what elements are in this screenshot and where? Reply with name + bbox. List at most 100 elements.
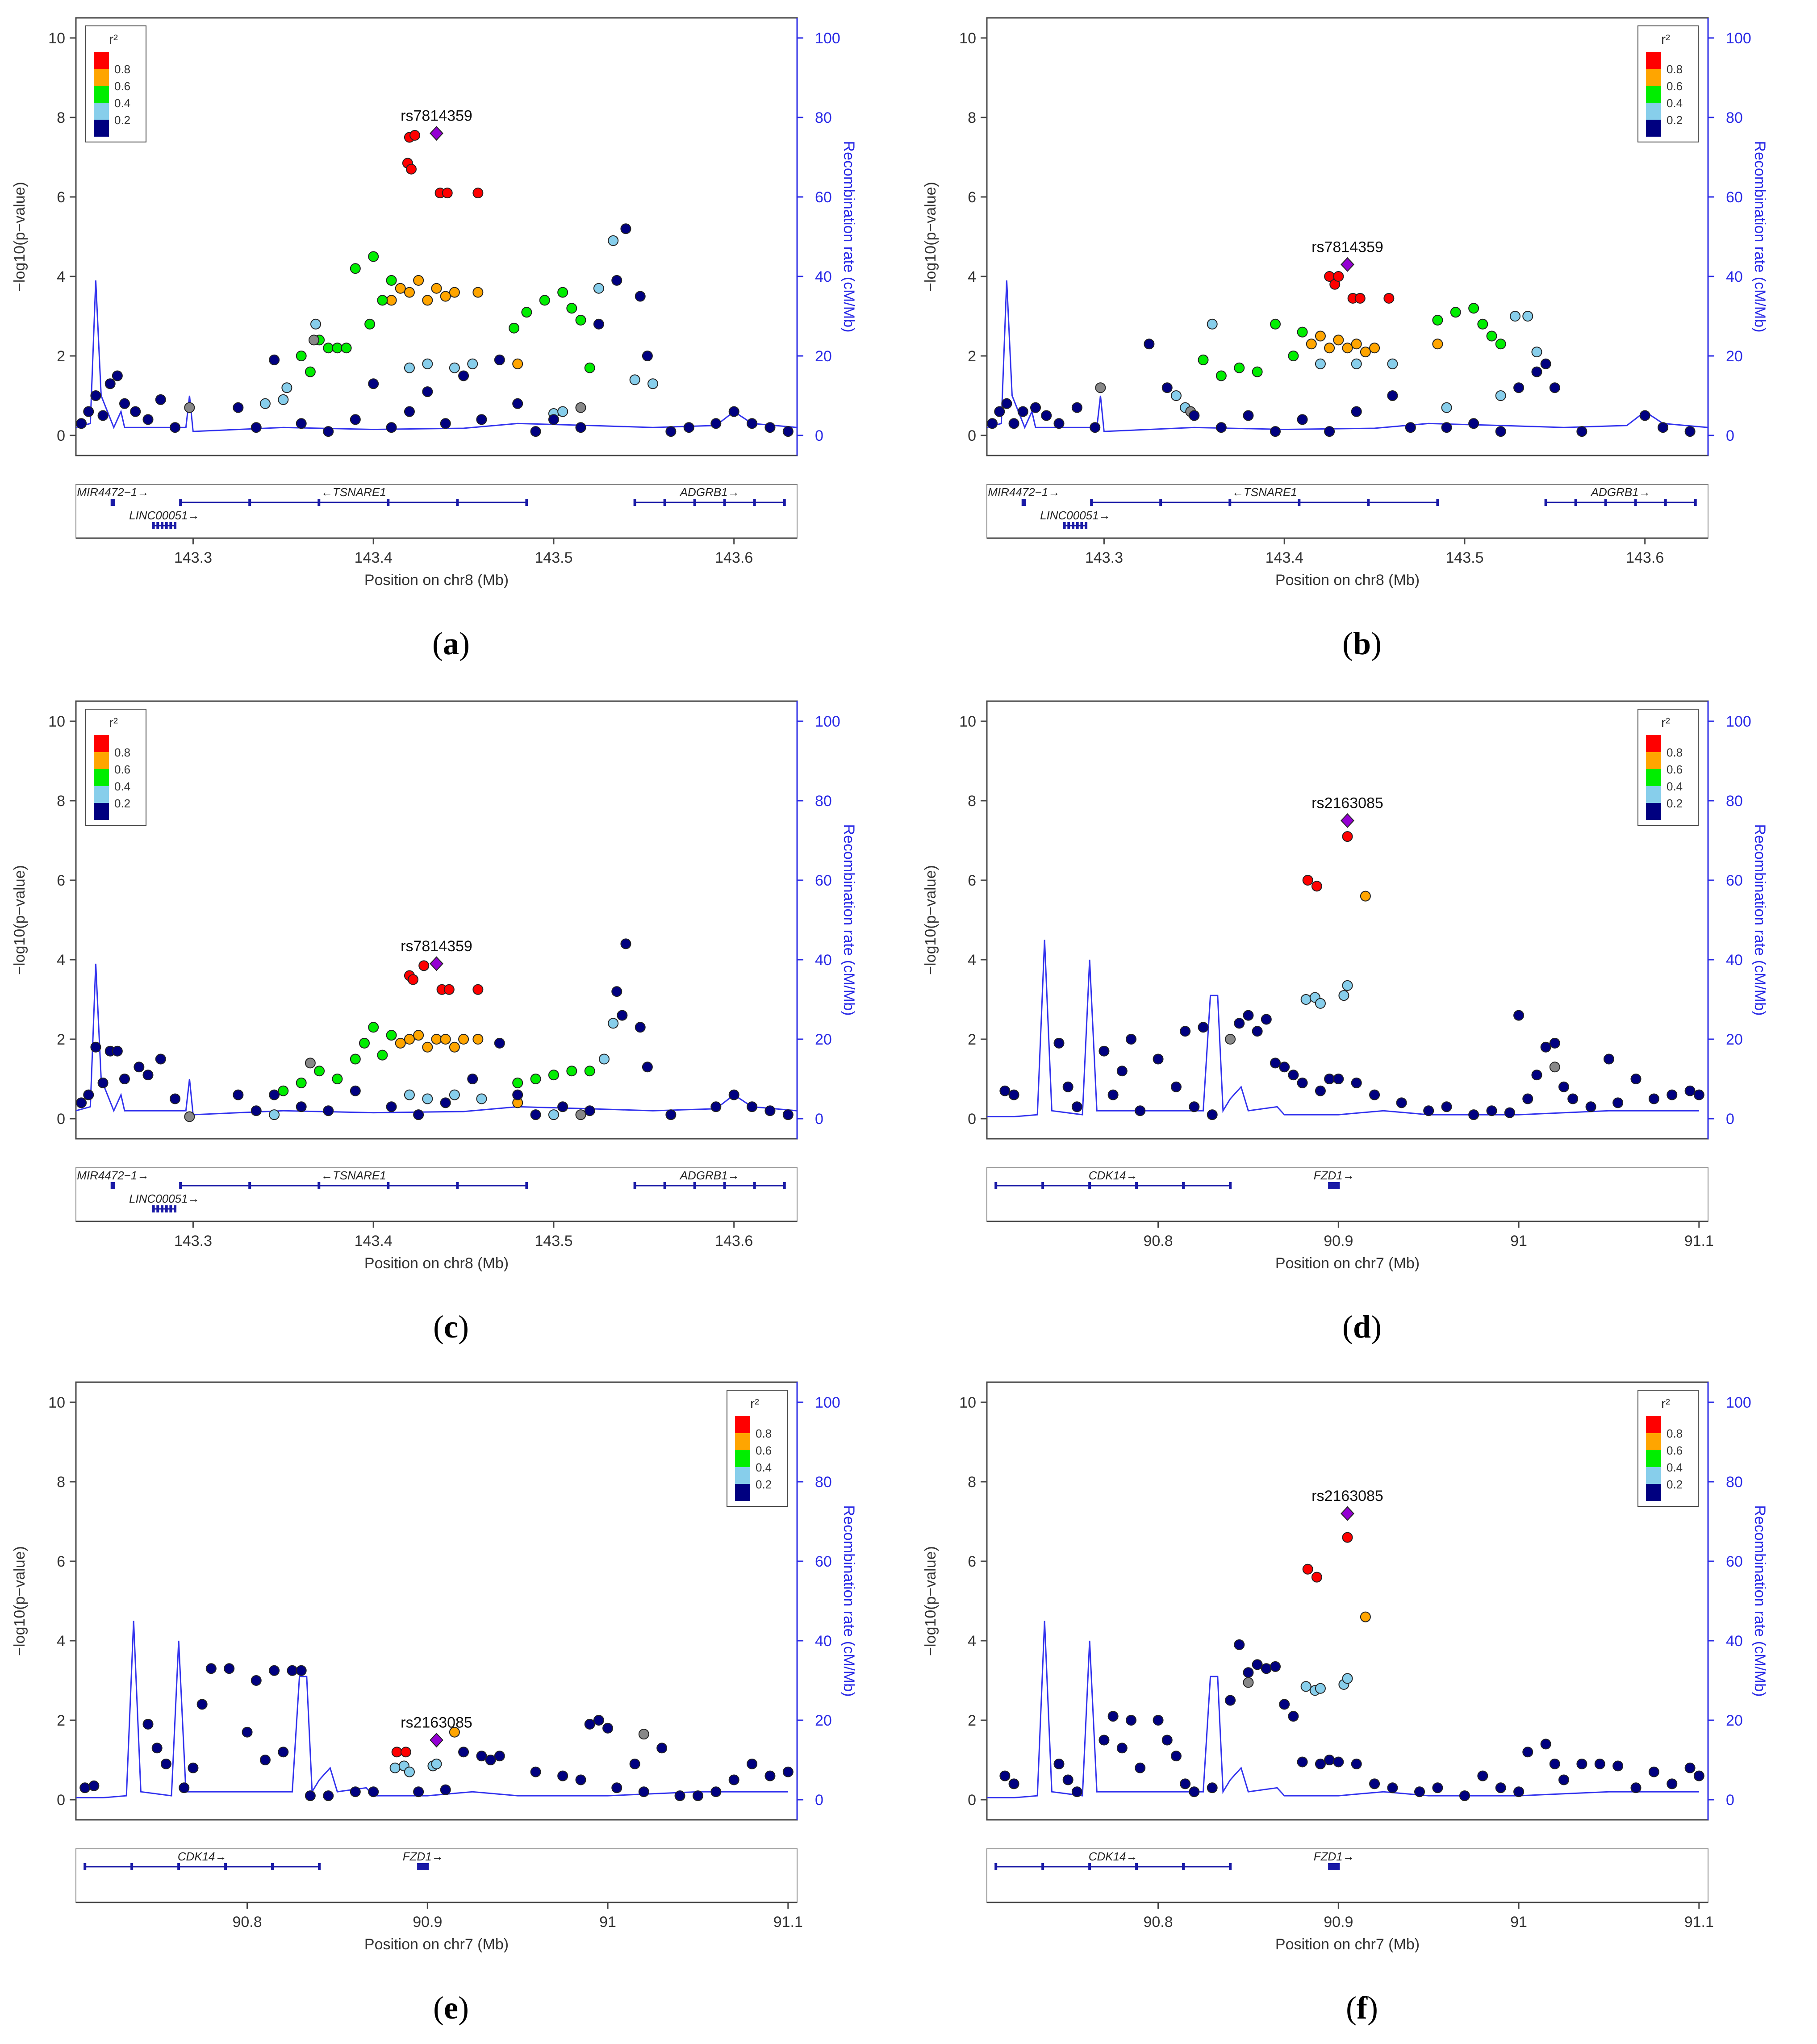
y2-tick-label: 20 xyxy=(815,1712,832,1729)
y-axis-label: −log10(p−value) xyxy=(922,182,939,292)
r2-legend: r² 0.8 0.6 0.4 0.2 xyxy=(1637,25,1699,142)
gene-label: ←TSNARE1 xyxy=(321,1169,386,1182)
y2-tick-label: 80 xyxy=(1726,109,1743,126)
y2-axis-label: Recombination rate (cM/Mb) xyxy=(840,824,857,1016)
snp-point xyxy=(305,1790,316,1802)
snp-point xyxy=(1053,1758,1065,1769)
x-tick-label: 90.8 xyxy=(1143,1914,1173,1931)
snp-point xyxy=(1324,343,1335,354)
legend-label: 0.2 xyxy=(114,113,130,127)
snp-point xyxy=(1531,1070,1542,1081)
gene-exon xyxy=(1135,1182,1138,1189)
legend-label: 0.4 xyxy=(1667,1461,1683,1474)
snp-point xyxy=(1207,1109,1218,1120)
snp-point xyxy=(184,1111,195,1122)
snp-point xyxy=(598,1053,610,1065)
snp-point xyxy=(90,1041,101,1053)
snp-point xyxy=(1513,382,1525,393)
snp-point xyxy=(97,1077,109,1088)
gene-exon xyxy=(994,1182,998,1189)
snp-point xyxy=(278,1085,289,1096)
snp-point xyxy=(512,1089,523,1100)
snp-point xyxy=(782,1766,794,1777)
snp-point xyxy=(1432,1782,1443,1793)
legend-swatch-red xyxy=(1646,52,1661,69)
gene-exon xyxy=(663,1182,666,1189)
snp-point xyxy=(1342,1673,1353,1684)
snp-point xyxy=(1279,1062,1290,1073)
snp-point xyxy=(184,402,195,413)
snp-point xyxy=(557,1101,568,1112)
snp-point xyxy=(1531,347,1542,358)
snp-point xyxy=(404,1089,415,1100)
snp-point xyxy=(1360,347,1371,358)
y-tick-label: 8 xyxy=(968,109,976,126)
y2-tick-label: 60 xyxy=(815,189,832,206)
snp-point xyxy=(422,386,433,397)
snp-point xyxy=(1180,1026,1191,1037)
gene-exon xyxy=(160,522,163,529)
snp-point xyxy=(350,414,361,425)
snp-point xyxy=(710,1786,722,1797)
snp-point xyxy=(88,1780,100,1791)
snp-point xyxy=(476,414,487,425)
snp-point xyxy=(1135,1762,1146,1773)
x-tick-label: 143.6 xyxy=(1626,549,1664,566)
snp-point xyxy=(76,418,87,429)
x-axis-label: Position on chr8 (Mb) xyxy=(364,572,509,589)
gene-exon xyxy=(177,1863,180,1870)
snp-point xyxy=(1549,1062,1560,1073)
snp-point xyxy=(1423,1105,1434,1116)
x-axis-label: Position on chr7 (Mb) xyxy=(1275,1255,1420,1272)
snp-point xyxy=(1099,1735,1110,1746)
snp-point xyxy=(1297,1756,1308,1768)
snp-point xyxy=(90,390,101,401)
y-tick-label: 2 xyxy=(968,1712,976,1729)
y-tick-label: 4 xyxy=(968,268,976,285)
snp-point xyxy=(1144,339,1155,350)
gene-exon xyxy=(456,499,459,506)
snp-point xyxy=(1324,426,1335,437)
lead-snp-label: rs7814359 xyxy=(401,108,472,125)
gene-exon xyxy=(723,1182,726,1189)
x-tick-label: 143.5 xyxy=(535,549,572,566)
snp-point xyxy=(747,418,758,429)
snp-point xyxy=(1126,1715,1136,1726)
snp-point xyxy=(575,1109,586,1120)
snp-point xyxy=(1302,1563,1313,1575)
y-tick-label: 2 xyxy=(57,1712,65,1729)
snp-point xyxy=(1342,1532,1353,1543)
snp-point xyxy=(1693,1089,1704,1100)
y2-axis-label: Recombination rate (cM/Mb) xyxy=(1751,141,1768,333)
snp-point xyxy=(467,358,478,369)
y2-axis-label: Recombination rate (cM/Mb) xyxy=(1751,824,1768,1016)
y-tick-label: 0 xyxy=(968,1792,976,1809)
snp-point xyxy=(1396,1097,1407,1108)
y-tick-label: 6 xyxy=(57,189,65,206)
legend-label: 0.6 xyxy=(756,1444,772,1457)
snp-point xyxy=(656,1743,668,1754)
gene-exon xyxy=(84,1863,87,1870)
snp-point xyxy=(1153,1715,1164,1726)
gene-exon xyxy=(165,522,168,529)
snp-point xyxy=(1441,402,1452,413)
snp-point xyxy=(1630,1074,1642,1084)
snp-point xyxy=(1369,1089,1380,1100)
snp-point xyxy=(747,1101,758,1112)
legend-label: 0.8 xyxy=(114,63,130,76)
snp-point xyxy=(509,322,520,334)
legend-label: 0.2 xyxy=(1667,113,1683,127)
snp-point xyxy=(1297,1077,1308,1088)
snp-point xyxy=(83,1089,94,1100)
gene-exon xyxy=(1328,1863,1331,1870)
gene-label: FZD1→ xyxy=(403,1850,443,1863)
snp-point xyxy=(395,283,406,294)
x-tick-label: 143.3 xyxy=(174,1233,212,1250)
snp-point xyxy=(638,1729,649,1740)
y-tick-label: 8 xyxy=(57,793,65,810)
gene-exon xyxy=(693,1182,696,1189)
gene-exon xyxy=(1041,1863,1044,1870)
gene-label: MIR4472−1→ xyxy=(988,485,1060,499)
